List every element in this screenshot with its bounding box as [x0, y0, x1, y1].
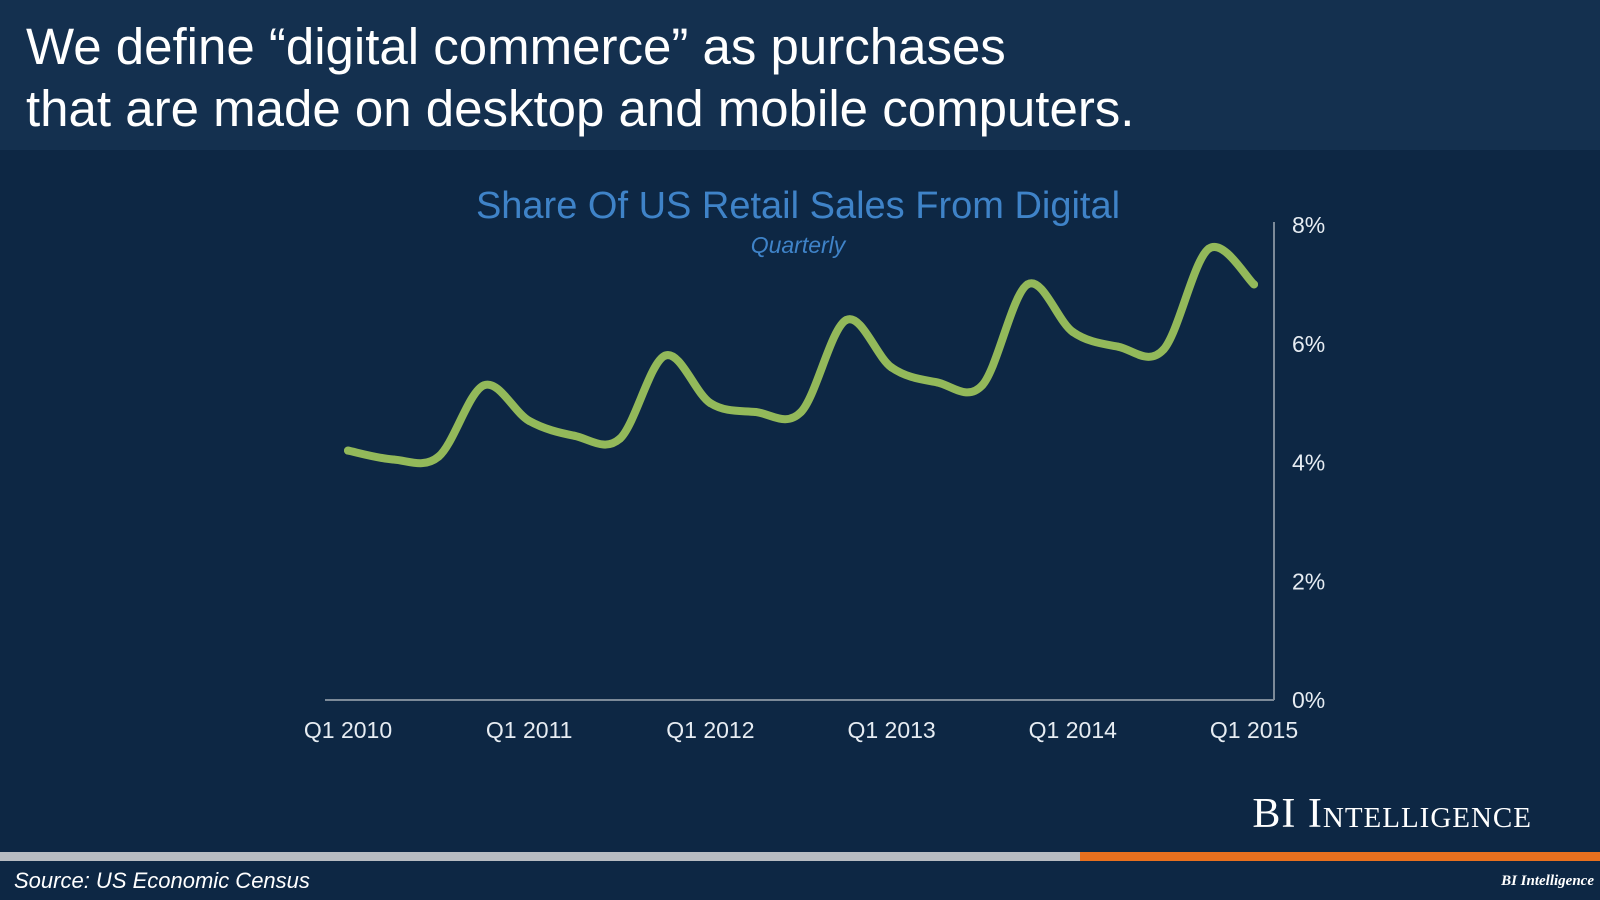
headline-line-2: that are made on desktop and mobile comp… — [26, 80, 1135, 137]
data-point-q2-2011 — [570, 431, 579, 440]
data-point-q3-2011 — [615, 434, 624, 443]
data-point-q4-2011 — [661, 351, 670, 360]
data-point-q3-2013 — [978, 381, 987, 390]
series-line-digital-share — [344, 243, 1258, 468]
data-point-q4-2012 — [842, 316, 851, 324]
data-point-q1-2010 — [344, 446, 352, 455]
x-tick-label: Q1 2010 — [304, 717, 392, 743]
source-note: Source: US Economic Census — [14, 868, 310, 893]
data-point-q1-2011 — [525, 416, 534, 425]
y-tick-label: 6% — [1292, 331, 1325, 357]
data-point-q4-2013 — [1023, 280, 1032, 289]
headline-line-1: We define “digital commerce” as purchase… — [26, 18, 1006, 75]
data-points — [344, 244, 1258, 464]
y-tick-labels: 0% 2% 4% 6% 8% — [1292, 212, 1325, 713]
footer-bar-grey — [0, 852, 1080, 861]
data-point-q1-2014 — [1068, 327, 1077, 336]
chart-subtitle: Quarterly — [751, 232, 847, 258]
data-point-q1-2015 — [1250, 280, 1258, 289]
data-point-q3-2010 — [434, 452, 443, 461]
y-tick-label: 8% — [1292, 212, 1325, 238]
brand-logo: BI Intelligence — [1252, 791, 1532, 837]
chart-title: Share Of US Retail Sales From Digital — [476, 185, 1120, 227]
data-point-q2-2013 — [932, 378, 941, 387]
x-tick-label: Q1 2014 — [1029, 717, 1117, 743]
brand-logo-small: BI Intelligence — [1501, 873, 1594, 889]
header-band — [0, 0, 1600, 150]
data-point-q2-2012 — [751, 408, 760, 417]
x-tick-label: Q1 2011 — [486, 717, 573, 743]
y-tick-label: 2% — [1292, 568, 1325, 594]
x-tick-label: Q1 2012 — [666, 717, 754, 743]
headline: We define “digital commerce” as purchase… — [26, 16, 1134, 140]
y-tick-label: 0% — [1292, 687, 1325, 713]
data-point-q1-2012 — [706, 399, 715, 408]
x-tick-labels: Q1 2010 Q1 2011 Q1 2012 Q1 2013 Q1 2014 Q1 20… — [304, 717, 1298, 743]
footer-bar-orange — [1080, 852, 1600, 861]
data-point-q4-2014 — [1204, 244, 1213, 253]
data-point-q3-2012 — [797, 408, 805, 417]
x-tick-label: Q1 2013 — [847, 717, 935, 743]
data-point-q2-2010 — [389, 455, 398, 464]
y-tick-label: 4% — [1292, 450, 1325, 476]
data-point-q3-2014 — [1159, 345, 1168, 354]
data-point-q1-2013 — [887, 363, 896, 372]
x-tick-label: Q1 2015 — [1210, 717, 1298, 743]
data-point-q4-2010 — [479, 381, 488, 390]
data-point-q2-2014 — [1114, 342, 1123, 351]
